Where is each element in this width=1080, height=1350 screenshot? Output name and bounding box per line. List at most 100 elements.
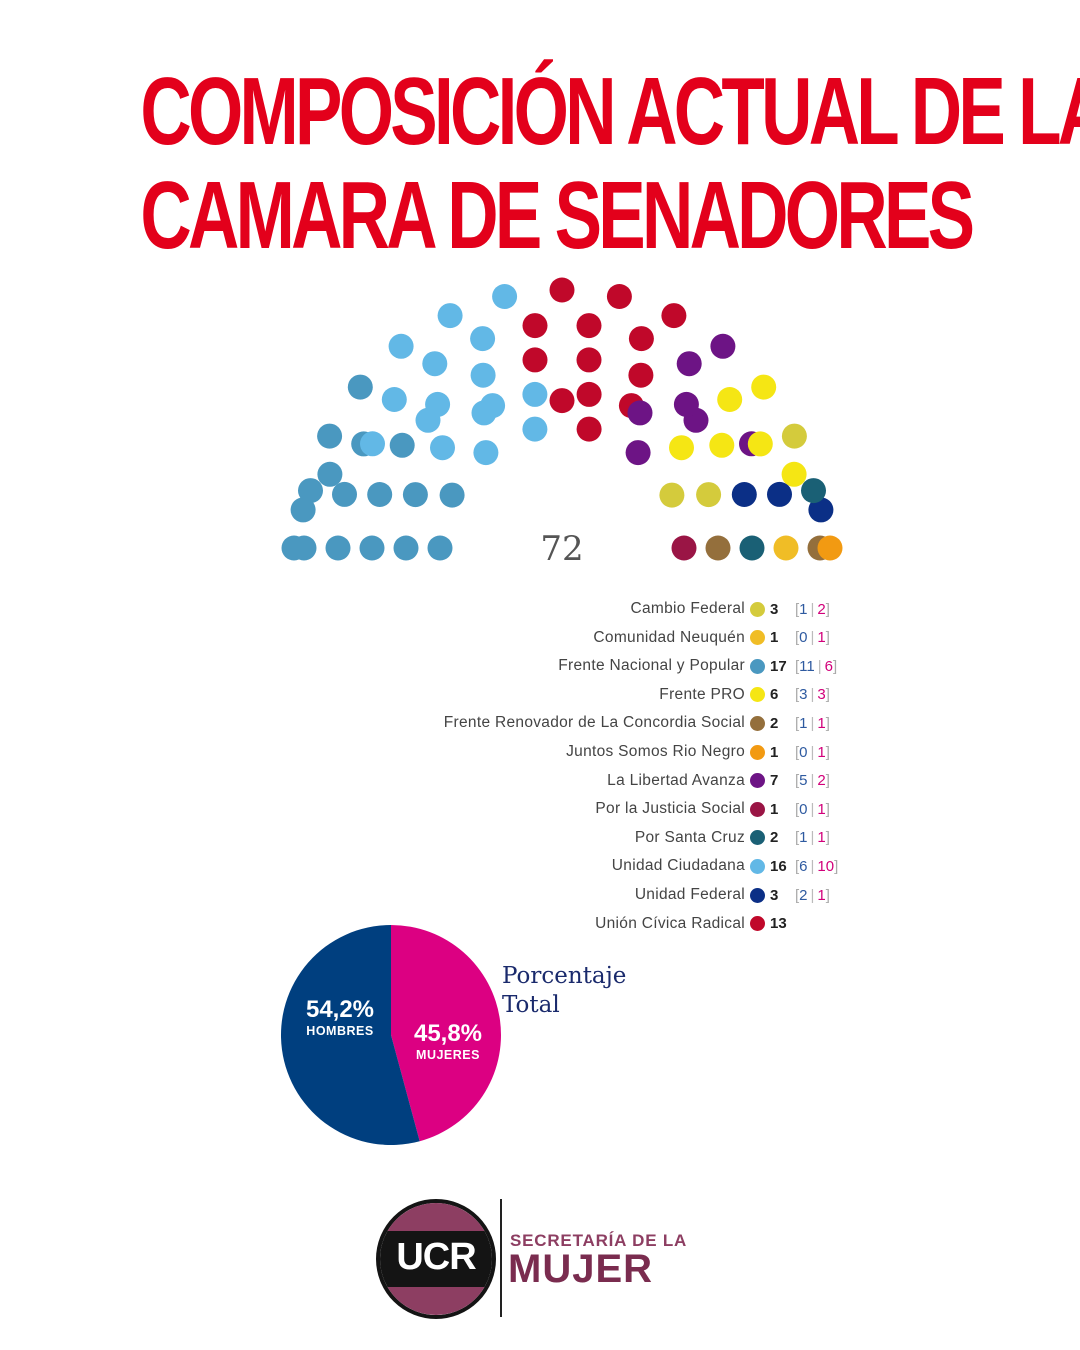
legend-seat-count: 13 bbox=[770, 915, 787, 933]
seat-union-civica-radical bbox=[606, 284, 632, 309]
seat-frente-nacional-y-popular bbox=[325, 535, 351, 561]
legend-row-frente-renovador-de-la-concordia-social: Frente Renovador de La Concordia Social 2… bbox=[380, 712, 860, 734]
parliament-chart: 72 bbox=[281, 277, 843, 569]
legend-men-count: 1 bbox=[799, 600, 808, 618]
legend-color-dot bbox=[750, 744, 765, 760]
pie-label-men: 54,2% HOMBRES bbox=[292, 996, 388, 1038]
seat-unidad-ciudadana bbox=[415, 407, 441, 433]
legend-party-name: Frente PRO bbox=[659, 685, 745, 703]
legend-men-count: 1 bbox=[799, 714, 808, 732]
seat-frente-pro bbox=[751, 374, 777, 400]
seat-frente-nacional-y-popular bbox=[317, 423, 343, 449]
legend-row-frente-pro: Frente PRO 6 [3 | 3] bbox=[380, 684, 860, 706]
legend-seat-count: 6 bbox=[770, 686, 779, 704]
seat-union-civica-radical bbox=[549, 388, 575, 414]
legend-gender-split: [0 | 1] bbox=[795, 743, 830, 761]
legend-color-dot bbox=[750, 715, 765, 731]
legend-women-count: 1 bbox=[817, 800, 826, 818]
legend-men-count: 0 bbox=[799, 629, 808, 647]
seat-frente-pro bbox=[717, 387, 743, 412]
title-line-1: COMPOSICIÓN ACTUAL DE LA bbox=[140, 58, 1080, 165]
logo-divider bbox=[500, 1199, 502, 1317]
seat-cambio-federal bbox=[696, 482, 722, 508]
legend-gender-split: [1 | 1] bbox=[795, 829, 830, 847]
seat-unidad-federal bbox=[731, 482, 757, 507]
seat-cambio-federal bbox=[781, 423, 807, 449]
legend-row-union-civica-radical: Unión Cívica Radical 13 bbox=[380, 913, 860, 935]
ucr-logo: UCR SECRETARÍA DE LA MUJER bbox=[372, 1195, 692, 1321]
legend-gender-split: [2 | 1] bbox=[795, 886, 830, 904]
seat-union-civica-radical bbox=[576, 313, 602, 339]
legend-color-dot bbox=[750, 658, 765, 674]
legend-women-count: 3 bbox=[817, 686, 826, 704]
legend-party-name: Comunidad Neuquén bbox=[593, 628, 745, 646]
pie-label-women: 45,8% MUJERES bbox=[400, 1020, 496, 1062]
pie-women-label: MUJERES bbox=[416, 1048, 480, 1062]
seat-por-santa-cruz bbox=[801, 478, 826, 504]
legend-color-dot bbox=[750, 601, 765, 617]
legend-gender-split: [3 | 3] bbox=[795, 686, 830, 704]
seat-juntos-somos-rio-negro bbox=[817, 535, 843, 561]
legend-men-count: 0 bbox=[799, 743, 808, 761]
seat-unidad-ciudadana bbox=[437, 303, 463, 329]
seat-frente-nacional-y-popular bbox=[393, 535, 419, 561]
seat-union-civica-radical bbox=[549, 277, 575, 303]
seat-frente-nacional-y-popular bbox=[317, 461, 343, 487]
legend-party-name: La Libertad Avanza bbox=[607, 771, 745, 789]
legend-seat-count: 17 bbox=[770, 657, 787, 675]
legend-gender-split: [1 | 2] bbox=[795, 600, 830, 618]
seat-la-libertad-avanza bbox=[676, 351, 702, 377]
legend-men-count: 11 bbox=[799, 657, 815, 675]
seat-frente-nacional-y-popular bbox=[281, 535, 307, 561]
pie-caption: Porcentaje Total bbox=[502, 962, 626, 1020]
legend-gender-split: [5 | 2] bbox=[795, 772, 830, 790]
legend-row-comunidad-neuquen: Comunidad Neuquén 1 [0 | 1] bbox=[380, 627, 860, 649]
seat-unidad-ciudadana bbox=[492, 284, 518, 309]
ucr-logo-text: UCR bbox=[396, 1236, 476, 1278]
seat-unidad-ciudadana bbox=[480, 393, 506, 419]
legend-color-dot bbox=[750, 887, 765, 903]
total-seats-label: 72 bbox=[540, 529, 583, 569]
legend-women-count: 1 bbox=[817, 714, 826, 732]
legend-row-frente-nacional-y-popular: Frente Nacional y Popular 17 [11 | 6] bbox=[380, 655, 860, 677]
legend-row-por-la-justicia-social: Por la Justicia Social 1 [0 | 1] bbox=[380, 798, 860, 820]
legend-seat-count: 1 bbox=[770, 629, 779, 647]
seat-frente-nacional-y-popular bbox=[359, 535, 385, 561]
pie-slice-mujeres bbox=[391, 925, 501, 1142]
seat-frente-nacional-y-popular bbox=[439, 482, 465, 508]
seat-frente-pro bbox=[747, 431, 773, 457]
seat-union-civica-radical bbox=[576, 416, 602, 442]
legend-seat-count: 1 bbox=[770, 743, 779, 761]
pie-women-percent: 45,8% bbox=[413, 1020, 483, 1047]
seat-la-libertad-avanza bbox=[625, 440, 651, 466]
legend-gender-split: [1 | 1] bbox=[795, 714, 830, 732]
seat-unidad-ciudadana bbox=[381, 387, 407, 412]
legend-color-dot bbox=[750, 830, 765, 846]
legend-party-name: Frente Renovador de La Concordia Social bbox=[443, 714, 745, 732]
seat-unidad-ciudadana bbox=[470, 362, 496, 388]
pie-slice-hombres bbox=[280, 925, 420, 1145]
legend-row-cambio-federal: Cambio Federal 3 [1 | 2] bbox=[380, 598, 860, 620]
seat-unidad-ciudadana bbox=[422, 351, 448, 377]
legend-gender-split: [11 | 6] bbox=[795, 657, 838, 675]
pie-caption-line-1: Porcentaje bbox=[502, 963, 627, 989]
legend-color-dot bbox=[750, 801, 765, 817]
ucr-logo-emblem: UCR bbox=[376, 1199, 496, 1319]
legend-women-count: 1 bbox=[817, 743, 826, 761]
pie-caption-line-2: Total bbox=[502, 992, 560, 1018]
seat-union-civica-radical bbox=[661, 303, 687, 329]
seat-frente-nacional-y-popular bbox=[367, 482, 393, 507]
seat-frente-nacional-y-popular bbox=[290, 497, 316, 523]
seat-unidad-ciudadana bbox=[388, 333, 414, 359]
legend-women-count: 10 bbox=[817, 857, 835, 875]
seat-cambio-federal bbox=[659, 482, 685, 508]
legend-seat-count: 3 bbox=[770, 600, 779, 618]
legend-women-count: 1 bbox=[817, 886, 826, 904]
seat-por-la-justicia-social bbox=[671, 535, 697, 561]
legend-seat-count: 3 bbox=[770, 886, 779, 904]
seat-union-civica-radical bbox=[522, 347, 548, 373]
seat-union-civica-radical bbox=[576, 381, 602, 407]
seat-frente-nacional-y-popular bbox=[347, 374, 373, 400]
legend-party-name: Por la Justicia Social bbox=[595, 800, 745, 818]
legend-row-unidad-ciudadana: Unidad Ciudadana 16 [6 | 10] bbox=[380, 855, 860, 877]
